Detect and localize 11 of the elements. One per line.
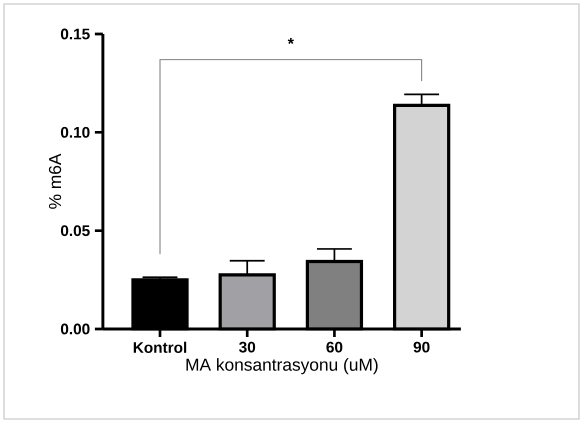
y-tick-label: 0.00 (60, 324, 90, 334)
x-tick-label: Kontrol (134, 342, 186, 353)
y-tick-label: 0.15 (60, 28, 90, 40)
y-tick-label: 0.10 (60, 126, 90, 138)
x-tick-label: 60 (326, 342, 342, 353)
x-tick-label: 30 (239, 342, 256, 353)
annotation: * (288, 38, 294, 44)
y-tick-label: 0.05 (60, 225, 90, 236)
x-tick-label: 90 (414, 342, 430, 353)
y-axis-title: % m6A (48, 154, 62, 209)
x-axis-title: MA konsantrasyonu (uM) (186, 358, 378, 374)
